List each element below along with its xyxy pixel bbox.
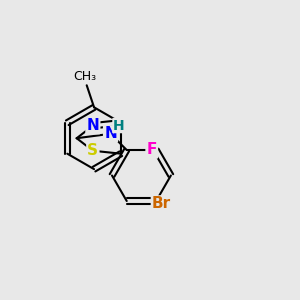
Text: Br: Br <box>152 196 171 211</box>
Text: N: N <box>86 118 99 133</box>
Text: H: H <box>113 118 124 133</box>
Text: N: N <box>104 126 117 141</box>
Text: CH₃: CH₃ <box>74 70 97 83</box>
Text: S: S <box>87 143 98 158</box>
Text: F: F <box>147 142 157 158</box>
